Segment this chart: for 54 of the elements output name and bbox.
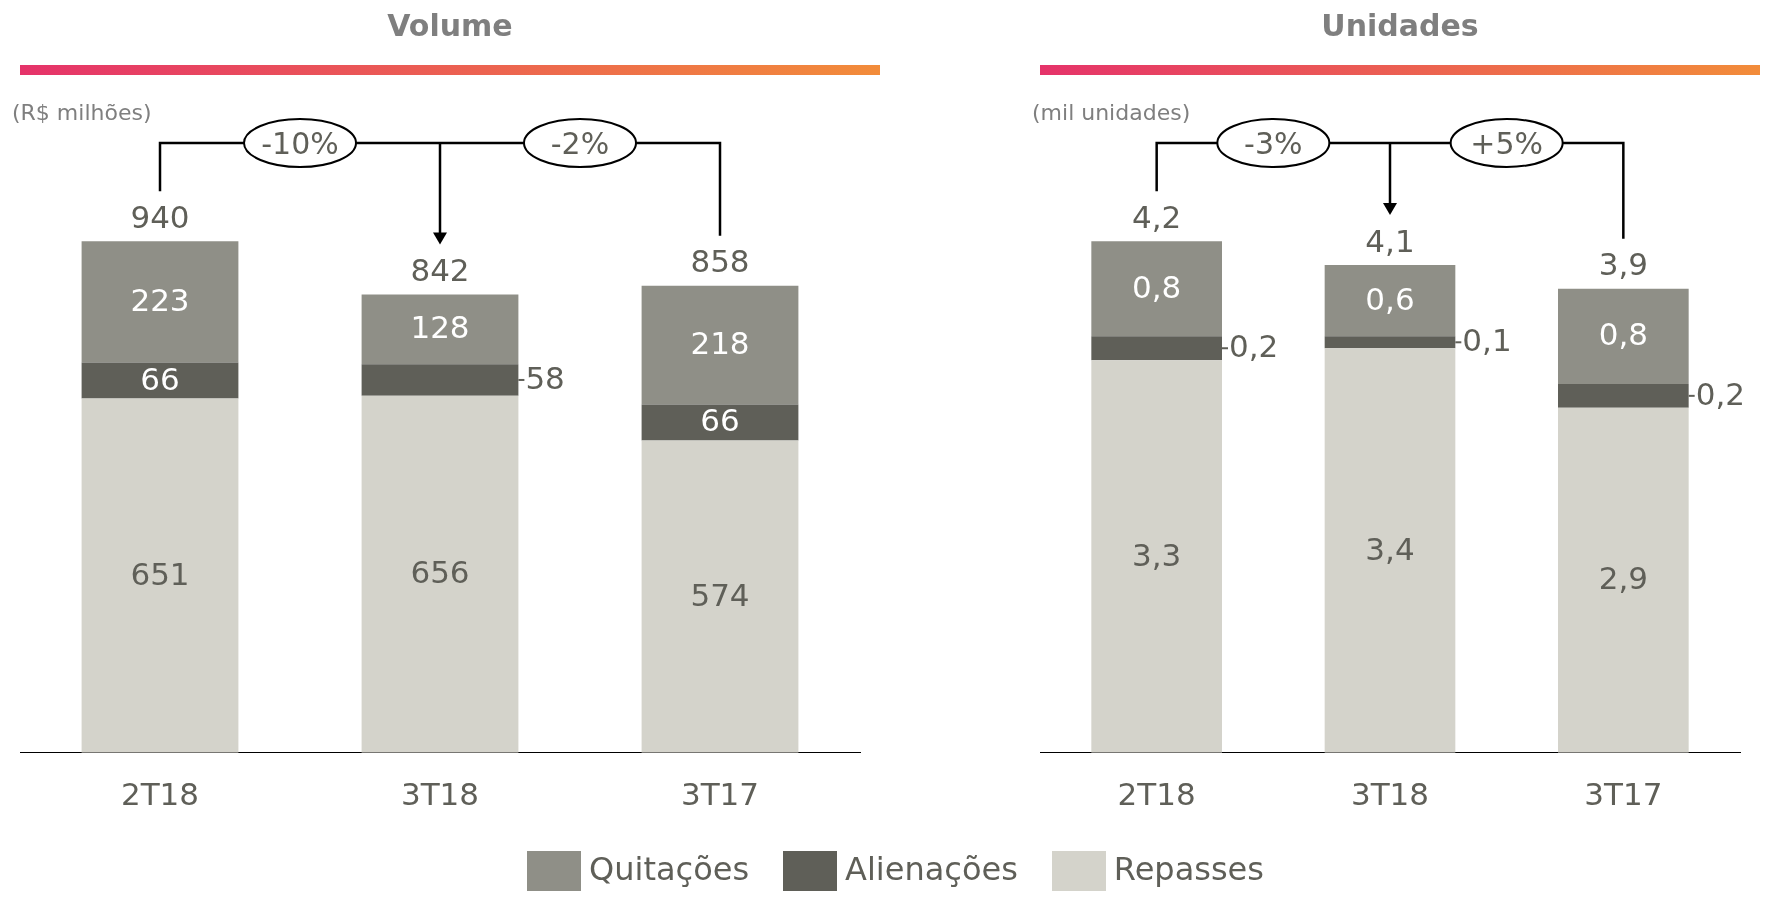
bar	[361, 294, 519, 365]
text: -10%	[261, 126, 339, 161]
bar	[1558, 288, 1689, 384]
data-label: 0,2	[1229, 328, 1279, 365]
bar	[641, 440, 799, 753]
data-label: 66	[140, 360, 180, 397]
legend-label: Quitações	[588, 850, 750, 890]
x-tick-label: 2T18	[120, 776, 200, 813]
total-label: 940	[130, 198, 190, 235]
bar	[1324, 264, 1456, 337]
data-label: 58	[525, 360, 565, 397]
x-tick-label: 3T18	[1350, 776, 1430, 813]
data-label: 218	[690, 325, 750, 362]
bar	[81, 398, 239, 753]
bar	[1324, 348, 1456, 753]
data-label: 574	[690, 576, 750, 613]
total-label: 4,1	[1365, 222, 1415, 259]
bar	[361, 395, 519, 753]
text: +5%	[1470, 126, 1544, 161]
x-tick-label: 3T17	[680, 776, 760, 813]
total-label: 3,9	[1598, 246, 1648, 283]
data-label: 651	[130, 555, 190, 592]
data-label: 0,8	[1598, 316, 1648, 353]
x-tick-label: 2T18	[1117, 776, 1196, 813]
data-label: 223	[130, 281, 190, 318]
chart-title: Unidades	[1320, 8, 1480, 43]
data-label: 3,4	[1365, 530, 1415, 567]
total-label: 4,2	[1132, 198, 1182, 235]
chart-title: Volume	[386, 8, 514, 43]
chart-subtitle: (mil unidades)	[1032, 100, 1191, 125]
bar	[1558, 407, 1689, 753]
bar	[641, 404, 799, 441]
bar	[1091, 360, 1222, 753]
total-label: 858	[690, 243, 750, 280]
text: -2%	[550, 126, 610, 161]
data-label: 2,9	[1598, 560, 1648, 597]
x-tick-label: 3T17	[1584, 776, 1663, 813]
data-label: 0,1	[1462, 322, 1512, 359]
legend-label: Repasses	[1112, 850, 1264, 890]
x-tick-label: 3T18	[400, 776, 480, 813]
bar	[641, 285, 799, 405]
data-label: 3,3	[1132, 536, 1182, 573]
legend-label: Alienações	[844, 850, 1018, 890]
data-label: 128	[410, 309, 470, 346]
bar	[81, 241, 239, 363]
text: -3%	[1244, 126, 1303, 161]
data-label: 66	[700, 402, 740, 439]
data-label: 0,6	[1365, 280, 1415, 317]
data-label: 0,8	[1132, 268, 1182, 305]
data-label: 656	[410, 554, 470, 591]
chart-subtitle: (R$ milhões)	[12, 100, 152, 125]
data-label: 0,2	[1695, 375, 1745, 412]
total-label: 842	[410, 252, 470, 289]
bar	[1091, 241, 1222, 337]
